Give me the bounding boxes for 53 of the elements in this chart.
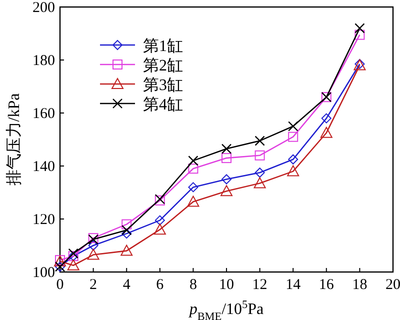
point bbox=[254, 136, 265, 146]
point bbox=[122, 225, 132, 236]
x-tick-label: 10 bbox=[219, 277, 234, 293]
x-tick-label: 8 bbox=[189, 277, 197, 293]
point bbox=[221, 144, 232, 154]
point bbox=[122, 228, 132, 239]
x-tick-label: 18 bbox=[352, 277, 368, 293]
point bbox=[188, 182, 198, 192]
point bbox=[288, 121, 298, 132]
point bbox=[67, 259, 80, 270]
x-tick-label: 4 bbox=[122, 277, 131, 293]
point bbox=[122, 219, 132, 230]
x-axis-title: p$_{BME}$/10$^{5}$Pa bbox=[188, 299, 264, 320]
point bbox=[88, 240, 98, 250]
point bbox=[320, 126, 332, 138]
y-tick-label: 140 bbox=[32, 159, 55, 175]
point bbox=[288, 154, 298, 164]
point bbox=[354, 30, 365, 40]
point bbox=[154, 215, 165, 226]
x-tick-label: 12 bbox=[252, 277, 268, 293]
x-tick-label: 14 bbox=[286, 277, 302, 293]
x-tick-label: 6 bbox=[156, 277, 164, 293]
y-tick-label: 160 bbox=[32, 106, 55, 122]
point bbox=[321, 113, 332, 124]
point bbox=[222, 174, 232, 184]
point bbox=[288, 132, 298, 142]
point bbox=[220, 185, 232, 196]
legend-label: 第2缸 bbox=[143, 58, 183, 74]
point bbox=[254, 168, 265, 178]
x-tick-label: 2 bbox=[90, 277, 98, 293]
y-tick-label: 100 bbox=[32, 265, 55, 281]
y-tick-label: 200 bbox=[32, 0, 55, 16]
point bbox=[187, 196, 200, 207]
point bbox=[188, 156, 198, 166]
legend-label: 第1缸 bbox=[143, 38, 183, 55]
point bbox=[87, 248, 100, 260]
point bbox=[188, 164, 198, 174]
y-axis-title: 排气压力/kPa bbox=[5, 93, 23, 186]
point bbox=[154, 224, 166, 235]
point bbox=[287, 165, 300, 176]
point bbox=[120, 244, 133, 256]
point bbox=[222, 153, 232, 164]
legend-label: 第4缸 bbox=[143, 96, 183, 114]
point bbox=[354, 23, 365, 34]
x-tick-label: 0 bbox=[56, 277, 64, 293]
point bbox=[254, 177, 266, 188]
point bbox=[68, 248, 78, 259]
y-tick-label: 120 bbox=[32, 212, 55, 228]
legend-label: 第3缸 bbox=[143, 77, 183, 94]
x-tick-label: 16 bbox=[318, 277, 334, 293]
y-tick-label: 180 bbox=[32, 53, 55, 69]
x-tick-label: 20 bbox=[386, 277, 400, 293]
point bbox=[254, 150, 265, 160]
